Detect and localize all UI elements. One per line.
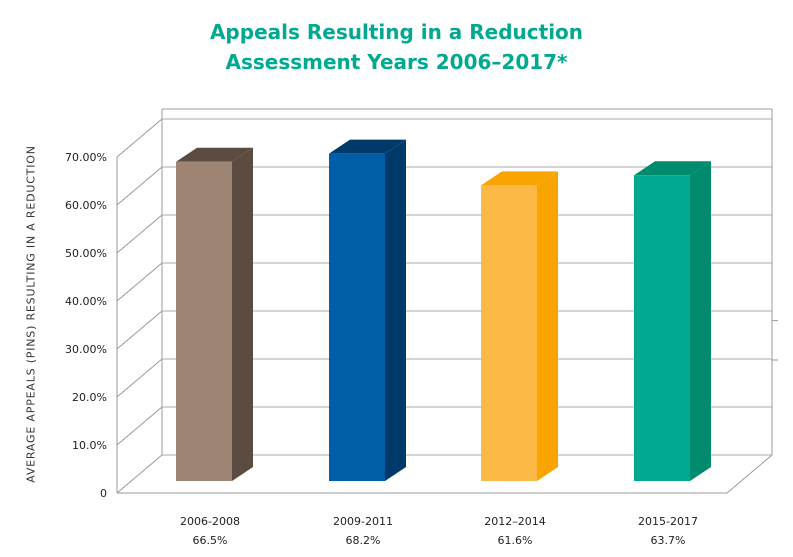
bar-top-face bbox=[634, 161, 711, 176]
bar-front-face bbox=[329, 153, 385, 481]
gridline-side bbox=[116, 118, 163, 158]
bar-side-face bbox=[232, 147, 253, 482]
gridline-side bbox=[116, 214, 163, 254]
bar-value-label: 61.6% bbox=[498, 534, 533, 547]
x-category-label: 2006-2008 bbox=[180, 515, 240, 528]
gridline-side bbox=[116, 358, 163, 398]
bar-side-face bbox=[690, 161, 711, 482]
bars bbox=[176, 139, 711, 482]
y-tick-label: 10.0% bbox=[72, 439, 107, 452]
x-category-label: 2012–2014 bbox=[484, 515, 546, 528]
y-axis-ticks: 0 10.0% 20.0% 30.00% 40.00% 50.00% 60.00% 70.00… bbox=[65, 151, 107, 500]
y-tick-label: 60.00% bbox=[65, 199, 107, 212]
y-tick-label: 40.00% bbox=[65, 295, 107, 308]
y-tick-label: 0 bbox=[100, 487, 107, 500]
chart-title: Appeals Resulting in a Reduction bbox=[209, 20, 584, 44]
gridline-side bbox=[116, 406, 163, 446]
bar-2015-2017 bbox=[634, 161, 711, 482]
bar-value-label: 68.2% bbox=[346, 534, 381, 547]
y-tick-label: 50.00% bbox=[65, 247, 107, 260]
bar-value-label: 66.5% bbox=[193, 534, 228, 547]
gridline-side bbox=[116, 166, 163, 206]
chart-subtitle: Assessment Years 2006–2017* bbox=[225, 50, 568, 74]
x-category-label: 2015-2017 bbox=[638, 515, 698, 528]
gridline-side bbox=[116, 310, 163, 350]
bar-top-face bbox=[329, 139, 406, 154]
bar-2009-2011 bbox=[329, 139, 406, 481]
bar-front-face bbox=[634, 175, 690, 482]
x-category-label: 2009-2011 bbox=[333, 515, 393, 528]
bar-side-face bbox=[385, 139, 406, 481]
floor-edge bbox=[117, 454, 773, 494]
gridline-side bbox=[116, 454, 163, 494]
bar-2012–2014 bbox=[481, 171, 558, 481]
bar-front-face bbox=[176, 161, 232, 482]
category-labels: 2006-2008 66.5% 2009-2011 68.2% 2012–2014 61.… bbox=[180, 515, 698, 547]
y-tick-label: 70.00% bbox=[65, 151, 107, 164]
bar-top-face bbox=[481, 171, 558, 186]
bar-front-face bbox=[481, 185, 537, 481]
y-tick-label: 20.0% bbox=[72, 391, 107, 404]
y-tick-label: 30.00% bbox=[65, 343, 107, 356]
bar-side-face bbox=[537, 171, 558, 481]
bar-2006-2008 bbox=[176, 147, 253, 482]
bar-value-label: 63.7% bbox=[651, 534, 686, 547]
gridline-side bbox=[116, 262, 163, 302]
bar-top-face bbox=[176, 147, 253, 162]
